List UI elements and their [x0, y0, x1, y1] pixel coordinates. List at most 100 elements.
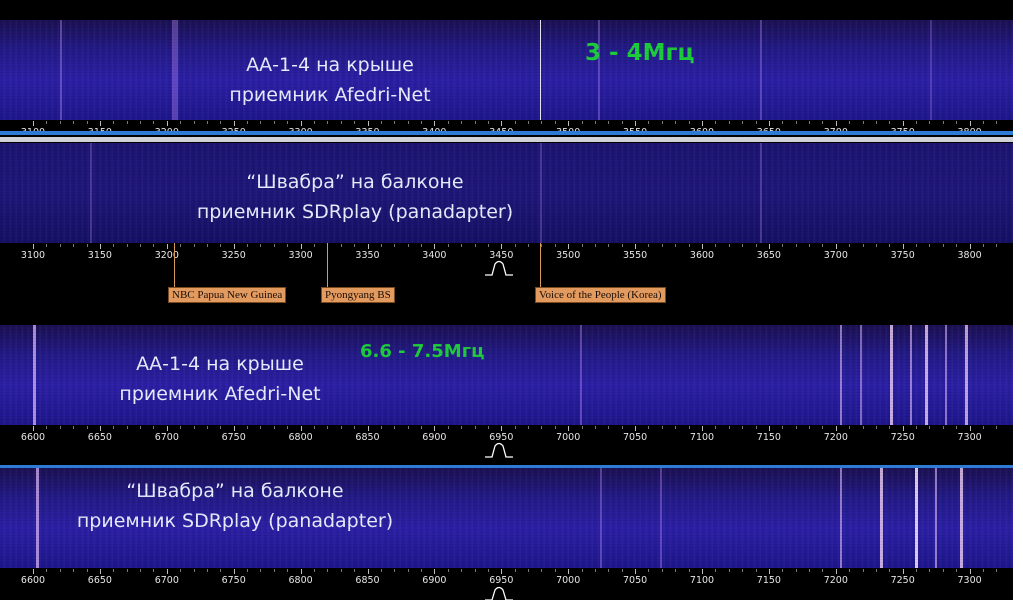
waterfall-display[interactable]: АА-1-4 на крыше приемник Afedri-Net 6.6 …	[0, 325, 1013, 425]
waterfall-display[interactable]: “Швабра” на балконе приемник SDRplay (pa…	[0, 468, 1013, 568]
frequency-scale: 6600 6650 6700 6750 6800 6850 6900 6950 7000 7050…	[0, 569, 1013, 587]
scale-tick-label: 7050	[623, 575, 648, 586]
station-tag-pyongyang[interactable]: Pyongyang BS	[321, 287, 395, 303]
scale-tick-minor	[461, 426, 463, 429]
waterfall-panel-1[interactable]: АА-1-4 на крыше приемник Afedri-Net 3 - …	[0, 20, 1013, 140]
filter-passband-icon[interactable]	[484, 440, 514, 458]
scale-tick	[969, 426, 971, 431]
scale-tick-minor	[113, 244, 115, 247]
scale-tick-minor	[394, 426, 396, 429]
scale-tick-minor	[260, 426, 262, 429]
scale-tick-label: 6750	[221, 432, 246, 443]
scale-tick-label: 3100	[20, 250, 46, 261]
scale-tick-minor	[287, 121, 289, 124]
scale-tick-minor	[514, 569, 516, 572]
scale-tick-label: 7250	[890, 575, 915, 586]
station-tag-voice-of-people[interactable]: Voice of the People (Korea)	[535, 287, 666, 303]
scale-tick	[233, 121, 235, 126]
scale-tick-label: 6600	[20, 575, 46, 586]
scale-tick-minor	[929, 121, 931, 124]
scale-tick-minor	[621, 569, 623, 572]
scale-tick-label: 3400	[422, 250, 447, 261]
filter-passband-icon[interactable]	[484, 258, 514, 276]
scale-tick-minor	[487, 121, 489, 124]
scale-tick-label: 3500	[556, 250, 581, 261]
scale-tick-minor	[849, 426, 851, 429]
scale-tick-minor	[889, 244, 891, 247]
waterfall-panel-3[interactable]: АА-1-4 на крыше приемник Afedri-Net 6.6 …	[0, 325, 1013, 445]
scale-tick-label: 7250	[890, 432, 915, 443]
waterfall-display[interactable]: “Швабра” на балконе приемник SDRplay (pa…	[0, 143, 1013, 243]
scale-tick-minor	[46, 244, 48, 247]
waterfall-panel-2[interactable]: “Швабра” на балконе приемник SDRplay (pa…	[0, 143, 1013, 263]
scale-tick-minor	[728, 121, 730, 124]
scale-tick-label: 3200	[154, 250, 179, 261]
scale-tick	[166, 244, 168, 249]
scale-tick-minor	[447, 569, 449, 572]
scale-tick-label: 3350	[355, 250, 380, 261]
station-marker-line	[540, 243, 541, 288]
scale-tick-minor	[327, 121, 329, 124]
scale-tick-minor	[273, 121, 275, 124]
scale-tick-minor	[193, 244, 195, 247]
scale-tick	[99, 121, 101, 126]
scale-tick-minor	[113, 426, 115, 429]
scale-tick-minor	[809, 426, 811, 429]
scale-tick-label: 3650	[756, 250, 781, 261]
frequency-range-label: 3 - 4Мгц	[585, 40, 695, 66]
signal-line	[540, 20, 541, 120]
scale-tick-minor	[889, 426, 891, 429]
scale-tick	[233, 244, 235, 249]
scale-tick-minor	[608, 244, 610, 247]
scale-tick	[300, 121, 302, 126]
scale-tick-minor	[313, 426, 315, 429]
signal-line	[540, 143, 542, 243]
caption-line-2: приемник Afedri-Net	[229, 84, 431, 106]
scale-tick-minor	[849, 569, 851, 572]
signal-line	[580, 325, 582, 425]
scale-tick-minor	[675, 121, 677, 124]
signal-line	[598, 20, 600, 120]
scale-tick-minor	[273, 244, 275, 247]
scale-tick-minor	[273, 569, 275, 572]
scale-tick-minor	[822, 121, 824, 124]
scale-tick-minor	[46, 569, 48, 572]
scale-tick-minor	[59, 569, 61, 572]
station-marker-line	[174, 243, 175, 288]
scale-tick-minor	[380, 426, 382, 429]
scale-tick-minor	[782, 569, 784, 572]
scale-tick-minor	[394, 121, 396, 124]
scale-tick-label: 6650	[87, 432, 112, 443]
scale-tick-label: 3750	[890, 250, 915, 261]
station-tag-nbc-png[interactable]: NBC Papua New Guinea	[168, 287, 287, 303]
scale-tick	[768, 569, 770, 574]
scale-tick-minor	[849, 244, 851, 247]
waterfall-panel-4[interactable]: “Швабра” на балконе приемник SDRplay (pa…	[0, 468, 1013, 588]
scale-tick-label: 7150	[756, 575, 781, 586]
scale-tick-minor	[153, 569, 155, 572]
scale-tick	[434, 121, 436, 126]
scale-tick-minor	[982, 569, 984, 572]
scale-tick-minor	[407, 426, 409, 429]
station-marker-line	[327, 243, 328, 288]
panel-separator	[0, 137, 1013, 142]
scale-tick-minor	[875, 426, 877, 429]
scale-tick-minor	[554, 569, 556, 572]
scale-tick-minor	[728, 569, 730, 572]
filter-passband-icon[interactable]	[484, 584, 514, 600]
scale-tick-minor	[648, 244, 650, 247]
scale-tick-minor	[621, 244, 623, 247]
scale-tick-minor	[541, 569, 543, 572]
scale-tick-label: 6650	[87, 575, 112, 586]
scale-tick-minor	[608, 426, 610, 429]
scale-tick-minor	[514, 121, 516, 124]
scale-tick-minor	[514, 426, 516, 429]
waterfall-display[interactable]: АА-1-4 на крыше приемник Afedri-Net 3 - …	[0, 20, 1013, 120]
scale-tick-minor	[59, 244, 61, 247]
scale-tick-minor	[608, 569, 610, 572]
scale-tick	[434, 426, 436, 431]
scale-tick	[99, 426, 101, 431]
scale-tick-minor	[541, 121, 543, 124]
scale-tick	[33, 244, 34, 249]
scale-tick	[501, 569, 503, 574]
